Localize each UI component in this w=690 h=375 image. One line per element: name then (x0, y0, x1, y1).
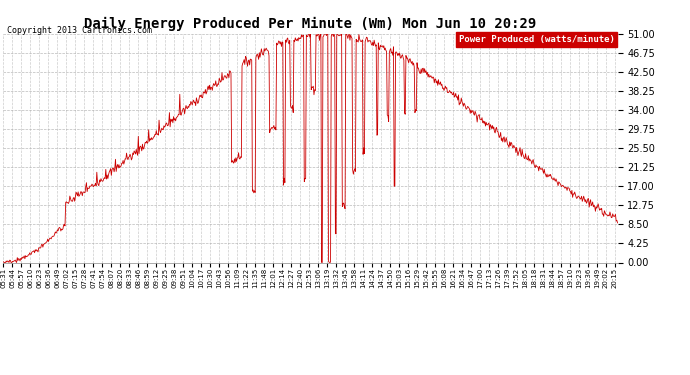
Title: Daily Energy Produced Per Minute (Wm) Mon Jun 10 20:29: Daily Energy Produced Per Minute (Wm) Mo… (84, 17, 537, 31)
Text: Power Produced (watts/minute): Power Produced (watts/minute) (459, 35, 615, 44)
Text: Copyright 2013 Cartronics.com: Copyright 2013 Cartronics.com (7, 26, 152, 35)
